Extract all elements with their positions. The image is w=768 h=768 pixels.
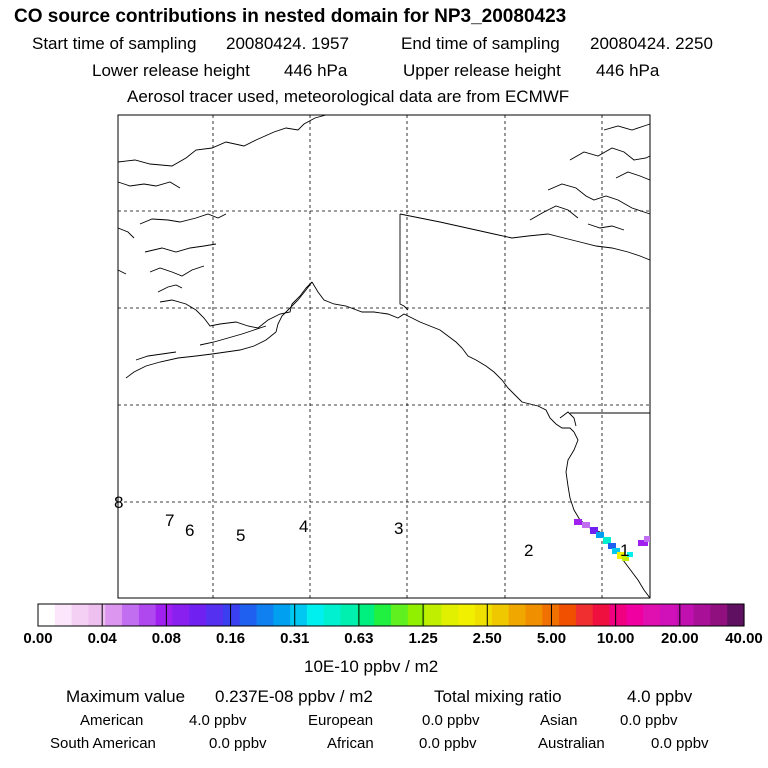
colorbar-tick-label: 0.63 (344, 630, 374, 647)
upper-height-label: Upper release height (403, 61, 561, 80)
colorbar-cell (575, 604, 594, 626)
max-value: 0.237E-08 ppbv / m2 (215, 687, 373, 706)
colorbar-tick-label: 40.00 (725, 630, 763, 647)
colorbar-tick-label: 10.00 (596, 630, 635, 647)
marker-3: 3 (394, 519, 403, 538)
colorbar-tick-label: 0.16 (215, 630, 246, 647)
start-time-value: 20080424. 1957 (226, 34, 349, 53)
colorbar-tick-label: 20.00 (661, 630, 699, 647)
colorbar-cell (239, 604, 258, 626)
lower-height-value: 446 hPa (284, 61, 348, 80)
colorbar-cell (458, 604, 476, 626)
region-value: 0.0 ppbv (209, 735, 267, 752)
colorbar-cell (54, 604, 73, 626)
map-frame (117, 114, 651, 599)
concentration-plume (574, 519, 650, 561)
colorbar-frame (37, 603, 745, 627)
colorbar-cell (424, 604, 443, 626)
colorbar-cell (88, 604, 106, 626)
colorbar-tick-label: 0.00 (23, 630, 53, 647)
region-name: South American (50, 735, 156, 752)
marker-5: 5 (236, 526, 245, 545)
region-name: Asian (540, 712, 578, 729)
colorbar-cell (222, 604, 241, 626)
start-time-label: Start time of sampling (32, 34, 197, 53)
max-value-label: Maximum value (66, 687, 186, 706)
colorbar-cell (340, 604, 358, 626)
colorbar-unit-label: 10E-10 ppbv / m2 (304, 657, 439, 676)
colorbar (38, 604, 745, 626)
graticule (118, 115, 650, 598)
figure-title: CO source contributions in nested domain… (14, 6, 567, 27)
colorbar-dividers (101, 604, 681, 626)
marker-8: 8 (114, 493, 123, 512)
colorbar-cell (357, 604, 375, 626)
coastlines (117, 114, 651, 599)
region-value: 0.0 ppbv (651, 735, 709, 752)
colorbar-cell (693, 604, 711, 626)
colorbar-cell (155, 604, 174, 626)
colorbar-cell (525, 604, 543, 626)
region-value: 0.0 ppbv (419, 735, 477, 752)
colorbar-cell (407, 604, 426, 626)
colorbar-cell (391, 604, 409, 626)
colorbar-tick-label: 2.50 (472, 630, 502, 647)
colorbar-cell (256, 604, 274, 626)
total-mixing-value: 4.0 ppbv (627, 687, 693, 706)
colorbar-cell (508, 604, 527, 626)
colorbar-cell (172, 604, 190, 626)
marker-2: 2 (524, 541, 533, 560)
colorbar-cell (491, 604, 510, 626)
total-mixing-label: Total mixing ratio (434, 687, 562, 706)
colorbar-cell (273, 604, 291, 626)
region-value: 4.0 ppbv (189, 712, 247, 729)
colorbar-cell (441, 604, 459, 626)
colorbar-cell (38, 604, 56, 626)
end-time-label: End time of sampling (401, 34, 560, 53)
colorbar-cell (122, 604, 140, 626)
colorbar-cell (659, 604, 678, 626)
colorbar-cell (559, 604, 577, 626)
colorbar-cell (206, 604, 224, 626)
trajectory-markers: 1 2 3 4 5 6 7 8 (114, 493, 629, 560)
colorbar-tick-label: 1.25 (408, 630, 438, 647)
colorbar-cell (676, 604, 695, 626)
colorbar-cell (306, 604, 325, 626)
region-name: American (80, 712, 144, 729)
end-time-value: 20080424. 2250 (590, 34, 713, 53)
lower-height-label: Lower release height (92, 61, 250, 80)
tracer-info: Aerosol tracer used, meteorological data… (127, 87, 570, 106)
colorbar-cell (727, 604, 745, 626)
region-name: African (327, 735, 374, 752)
colorbar-cell (138, 604, 157, 626)
colorbar-cell (592, 604, 611, 626)
marker-7: 7 (165, 511, 174, 530)
colorbar-tick-label: 0.04 (87, 630, 117, 647)
colorbar-cell (643, 604, 661, 626)
marker-6: 6 (185, 521, 194, 540)
marker-4: 4 (299, 517, 308, 536)
colorbar-tick-label: 0.08 (151, 630, 181, 647)
colorbar-cell (609, 604, 627, 626)
region-name: European (308, 712, 374, 729)
colorbar-cell (475, 604, 493, 626)
upper-height-value: 446 hPa (596, 61, 660, 80)
colorbar-cell (290, 604, 308, 626)
colorbar-cell (189, 604, 207, 626)
region-value: 0.0 ppbv (620, 712, 678, 729)
colorbar-cell (710, 604, 728, 626)
colorbar-cell (626, 604, 644, 626)
marker-1: 1 (620, 541, 629, 560)
region-name: Australian (538, 735, 605, 752)
colorbar-tick-label: 5.00 (536, 630, 567, 647)
region-value: 0.0 ppbv (422, 712, 480, 729)
colorbar-cell (374, 604, 392, 626)
colorbar-tick-label: 0.31 (280, 630, 310, 647)
colorbar-cell (323, 604, 342, 626)
colorbar-cell (105, 604, 123, 626)
colorbar-cell (71, 604, 90, 626)
